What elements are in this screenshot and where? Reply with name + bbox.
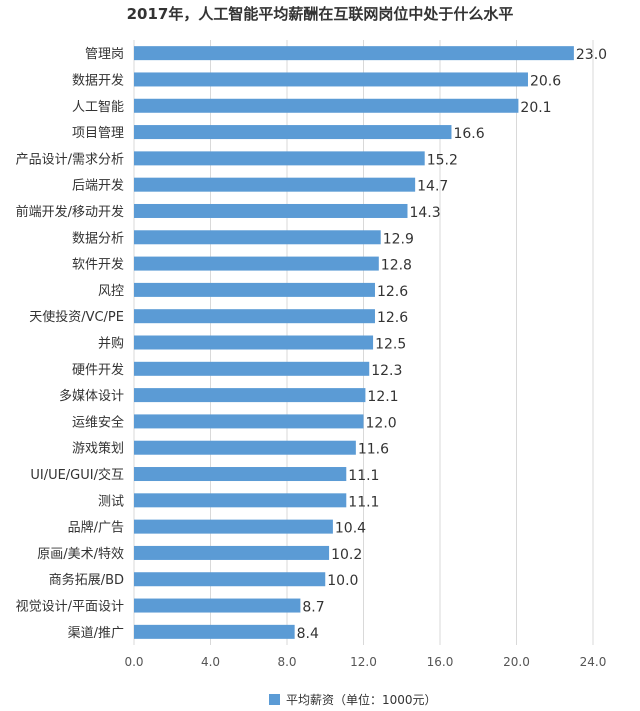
category-label: 硬件开发 <box>72 362 124 378</box>
bar <box>134 361 370 376</box>
category-label: 品牌/广告 <box>68 520 124 536</box>
value-label: 11.6 <box>358 442 389 458</box>
value-label: 23.0 <box>576 47 607 63</box>
bar <box>134 414 364 429</box>
bar <box>134 598 301 613</box>
chart-title: 2017年，人工智能平均薪酬在互联网岗位中处于什么水平 <box>127 5 514 23</box>
category-label: 项目管理 <box>72 126 124 141</box>
category-label: 软件开发 <box>72 257 124 273</box>
x-tick-label: 4.0 <box>201 655 220 669</box>
value-label: 15.2 <box>427 152 458 168</box>
category-label: 并购 <box>98 336 124 352</box>
value-label: 8.4 <box>297 626 319 642</box>
bar <box>134 125 452 140</box>
bar <box>134 151 425 166</box>
category-label: 运维安全 <box>72 414 124 430</box>
value-label: 14.7 <box>417 179 448 195</box>
x-tick-label: 16.0 <box>427 655 454 669</box>
value-label: 10.4 <box>335 521 366 537</box>
bar <box>134 46 574 61</box>
x-tick-label: 12.0 <box>350 655 377 669</box>
x-axis-ticks: 0.0 4.0 8.0 12.0 16.0 20.0 24.0 <box>124 655 606 669</box>
value-label: 16.6 <box>453 126 484 142</box>
x-tick-label: 8.0 <box>277 655 296 669</box>
category-label: 产品设计/需求分析 <box>16 152 124 167</box>
value-label: 12.6 <box>377 310 408 326</box>
x-tick-label: 0.0 <box>124 655 143 669</box>
bar <box>134 98 519 113</box>
bar <box>134 519 333 534</box>
bar <box>134 72 528 87</box>
category-label: UI/UE/GUI/交互 <box>30 467 124 483</box>
bar <box>134 230 381 245</box>
value-label: 12.0 <box>366 415 397 431</box>
bar <box>134 624 295 639</box>
category-label: 视觉设计/平面设计 <box>16 600 124 615</box>
category-label: 人工智能 <box>72 100 124 115</box>
bar <box>134 467 347 482</box>
value-label: 20.6 <box>530 73 561 89</box>
category-label: 测试 <box>98 494 124 509</box>
bar <box>134 282 375 297</box>
bar <box>134 388 366 403</box>
value-label: 8.7 <box>302 600 324 616</box>
value-label: 11.1 <box>348 494 379 510</box>
category-label: 渠道/推广 <box>68 626 124 641</box>
legend: 平均薪资（单位：1000元） <box>269 692 437 707</box>
category-labels: 管理岗数据开发人工智能项目管理产品设计/需求分析后端开发前端开发/移动开发数据分… <box>16 47 124 641</box>
value-label: 11.1 <box>348 468 379 484</box>
bar <box>134 545 330 560</box>
value-label: 12.5 <box>375 337 406 353</box>
category-label: 风控 <box>98 284 124 299</box>
bar <box>134 493 347 508</box>
category-label: 后端开发 <box>72 178 124 194</box>
bar <box>134 440 356 455</box>
category-label: 游戏策划 <box>72 441 124 457</box>
value-label: 12.9 <box>383 231 414 247</box>
bar <box>134 572 326 587</box>
category-label: 天使投资/VC/PE <box>29 309 124 325</box>
category-label: 数据分析 <box>72 231 124 246</box>
bar <box>134 309 375 324</box>
category-label: 商务拓展/BD <box>49 572 124 588</box>
value-labels: 23.0 20.6 20.1 16.6 15.2 14.7 14.3 12.9 12.8 12.6… <box>297 47 607 642</box>
bar <box>134 335 374 350</box>
category-label: 管理岗 <box>85 47 124 62</box>
value-label: 12.3 <box>371 363 402 379</box>
category-label: 数据开发 <box>72 72 124 88</box>
value-label: 10.2 <box>331 547 362 563</box>
value-label: 12.8 <box>381 258 412 274</box>
bar <box>134 177 416 192</box>
bar <box>134 203 408 218</box>
category-label: 多媒体设计 <box>59 388 124 404</box>
legend-label: 平均薪资（单位：1000元） <box>286 692 437 707</box>
value-label: 10.0 <box>327 573 358 589</box>
legend-swatch <box>269 694 280 705</box>
category-label: 前端开发/移动开发 <box>16 204 124 220</box>
bar <box>134 256 379 271</box>
value-label: 12.1 <box>367 389 398 405</box>
bars <box>134 46 574 639</box>
value-label: 12.6 <box>377 284 408 300</box>
x-tick-label: 24.0 <box>580 655 607 669</box>
value-label: 20.1 <box>520 100 551 116</box>
category-label: 原画/美术/特效 <box>37 547 124 562</box>
value-label: 14.3 <box>409 205 440 221</box>
x-tick-label: 20.0 <box>503 655 530 669</box>
